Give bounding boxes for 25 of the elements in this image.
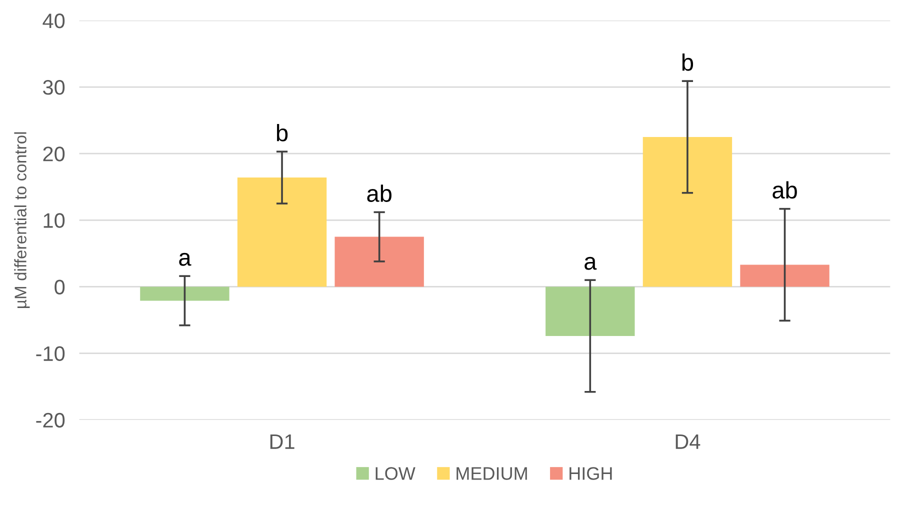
x-tick-label: D1: [270, 434, 294, 449]
legend-label: LOW: [376, 467, 416, 480]
annotation: ab: [772, 181, 797, 199]
bar: [546, 286, 635, 336]
y-tick-label: 0: [54, 280, 65, 294]
annotation: a: [179, 252, 192, 266]
annotation: b: [276, 124, 288, 142]
bar: [740, 264, 830, 287]
y-tick-label: 20: [43, 146, 65, 162]
y-tick-label: 30: [43, 80, 65, 95]
legend-label: MEDIUM: [456, 467, 527, 480]
y-tick-label: 10: [44, 213, 65, 228]
bar: [237, 178, 327, 287]
y-tick-label: -20: [36, 412, 65, 428]
annotation: a: [584, 256, 597, 270]
y-tick-label: -10: [36, 346, 65, 362]
bar: [334, 236, 424, 287]
annotation: ab: [367, 184, 392, 202]
legend-label: HIGH: [570, 467, 612, 480]
y-axis-title: µM differential to control: [14, 132, 30, 308]
annotation: b: [682, 53, 694, 71]
bar: [642, 136, 732, 287]
y-tick-label: 40: [42, 13, 65, 28]
x-tick-label: D4: [676, 434, 700, 449]
bar: [140, 286, 230, 301]
